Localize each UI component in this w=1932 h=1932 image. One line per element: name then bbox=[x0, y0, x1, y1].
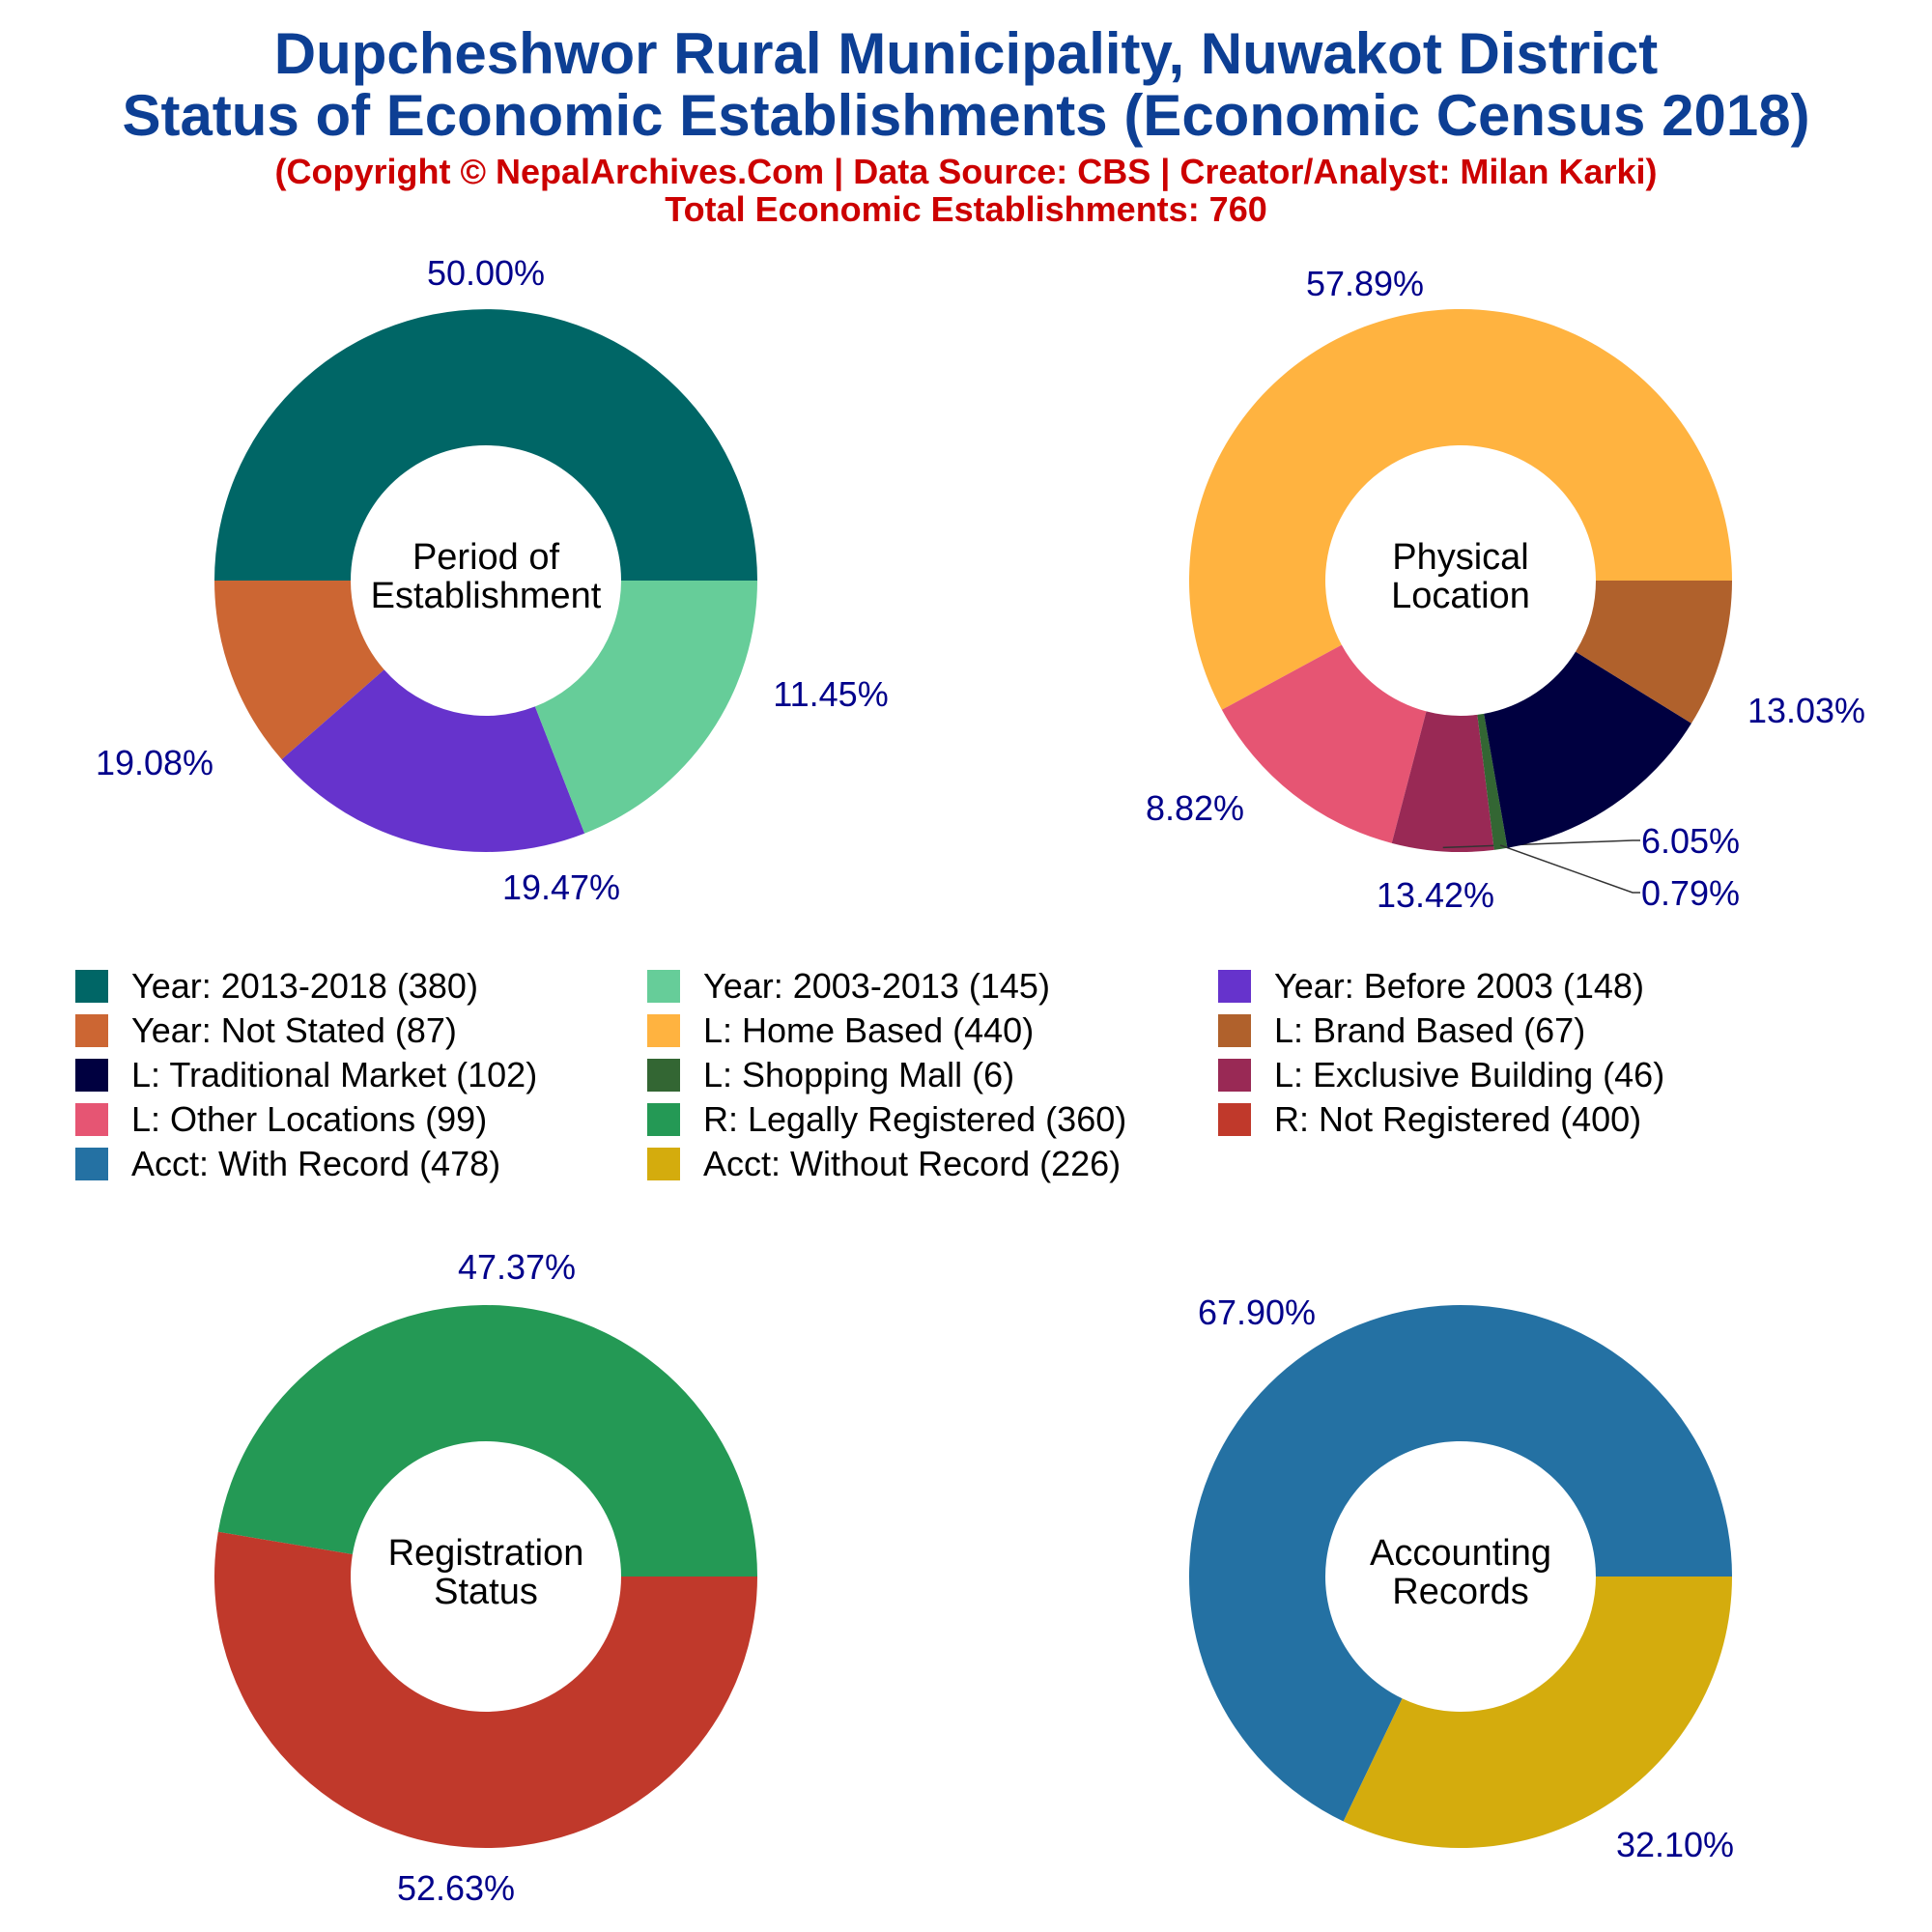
percent-label: 8.82% bbox=[1146, 788, 1244, 828]
legend-label: R: Legally Registered (360) bbox=[703, 1099, 1127, 1139]
percent-label: 0.79% bbox=[1641, 873, 1740, 913]
donut-center-title: Physical bbox=[1392, 537, 1529, 578]
legend-swatch bbox=[647, 1059, 680, 1092]
legend-label: L: Exclusive Building (46) bbox=[1274, 1055, 1665, 1094]
donut-slice bbox=[1188, 308, 1733, 710]
legend-swatch bbox=[75, 1059, 108, 1092]
legend-swatch bbox=[647, 1148, 680, 1180]
percent-label: 47.37% bbox=[458, 1247, 576, 1287]
donut-slice bbox=[214, 1531, 757, 1848]
percent-label: 50.00% bbox=[427, 253, 545, 293]
legend-item: Year: Not Stated (87) bbox=[75, 1010, 457, 1051]
legend-item: Year: 2003-2013 (145) bbox=[647, 966, 1050, 1007]
legend-swatch bbox=[75, 1103, 108, 1136]
legend-item: R: Legally Registered (360) bbox=[647, 1099, 1126, 1140]
donut-center-title: Records bbox=[1392, 1572, 1529, 1612]
donut-slice bbox=[1576, 581, 1732, 724]
percent-label: 57.89% bbox=[1306, 264, 1424, 303]
total-establishments: Total Economic Establishments: 760 bbox=[665, 189, 1267, 229]
legend-label: L: Home Based (440) bbox=[703, 1010, 1035, 1050]
legend-label: L: Other Locations (99) bbox=[131, 1099, 488, 1139]
donut-slice bbox=[1221, 644, 1427, 843]
donut-slice bbox=[214, 581, 384, 760]
legend-item: Acct: Without Record (226) bbox=[647, 1144, 1121, 1184]
legend-label: Year: 2013-2018 (380) bbox=[131, 966, 478, 1006]
legend-item: Acct: With Record (478) bbox=[75, 1144, 500, 1184]
chart-title-line2: Status of Economic Establishments (Econo… bbox=[122, 83, 1810, 148]
percent-label: 13.03% bbox=[1747, 691, 1865, 730]
legend-label: Year: 2003-2013 (145) bbox=[703, 966, 1050, 1006]
leader-line bbox=[1499, 844, 1640, 894]
donut-slice bbox=[1189, 1305, 1732, 1822]
legend-label: L: Brand Based (67) bbox=[1274, 1010, 1586, 1050]
legend-swatch bbox=[75, 970, 108, 1003]
legend-item: R: Not Registered (400) bbox=[1218, 1099, 1641, 1140]
legend-swatch bbox=[75, 1148, 108, 1180]
legend-item: L: Other Locations (99) bbox=[75, 1099, 487, 1140]
donut-slice bbox=[1484, 651, 1691, 848]
legend-label: Acct: With Record (478) bbox=[131, 1144, 501, 1183]
legend-label: L: Shopping Mall (6) bbox=[703, 1055, 1015, 1094]
legend-item: Year: Before 2003 (148) bbox=[1218, 966, 1644, 1007]
legend-item: L: Brand Based (67) bbox=[1218, 1010, 1585, 1051]
legend-item: L: Shopping Mall (6) bbox=[647, 1055, 1014, 1095]
legend-label: L: Traditional Market (102) bbox=[131, 1055, 538, 1094]
donut-slice bbox=[1477, 713, 1508, 850]
donut-slice bbox=[281, 669, 585, 852]
legend-item: L: Traditional Market (102) bbox=[75, 1055, 537, 1095]
percent-label: 67.90% bbox=[1198, 1293, 1316, 1332]
copyright-subtitle: (Copyright © NepalArchives.Com | Data So… bbox=[274, 152, 1658, 191]
percent-label: 11.45% bbox=[773, 674, 888, 714]
legend-label: R: Not Registered (400) bbox=[1274, 1099, 1642, 1139]
donut-slice bbox=[1391, 711, 1494, 853]
legend-item: L: Exclusive Building (46) bbox=[1218, 1055, 1664, 1095]
percent-label: 52.63% bbox=[397, 1868, 515, 1908]
donut-slice bbox=[534, 581, 757, 834]
legend-swatch bbox=[647, 1103, 680, 1136]
percent-label: 6.05% bbox=[1641, 821, 1740, 861]
percent-label: 19.47% bbox=[502, 867, 620, 907]
legend-swatch bbox=[1218, 1059, 1251, 1092]
legend-swatch bbox=[1218, 970, 1251, 1003]
chart-title-line1: Dupcheshwor Rural Municipality, Nuwakot … bbox=[273, 21, 1659, 86]
percent-label: 19.08% bbox=[96, 743, 213, 782]
legend-item: Year: 2013-2018 (380) bbox=[75, 966, 478, 1007]
legend-swatch bbox=[1218, 1014, 1251, 1047]
donut-center-title: Status bbox=[434, 1572, 538, 1612]
donut-center-title: Establishment bbox=[371, 576, 602, 616]
legend-item: L: Home Based (440) bbox=[647, 1010, 1034, 1051]
legend-swatch bbox=[647, 1014, 680, 1047]
legend-swatch bbox=[1218, 1103, 1251, 1136]
donut-center-title: Accounting bbox=[1370, 1533, 1551, 1574]
legend-swatch bbox=[75, 1014, 108, 1047]
legend-swatch bbox=[647, 970, 680, 1003]
donut-center-title: Period of bbox=[412, 537, 560, 578]
donut-slice bbox=[1343, 1577, 1732, 1849]
percent-label: 32.10% bbox=[1616, 1825, 1734, 1864]
donut-slice bbox=[214, 309, 757, 581]
donut-center-title: Location bbox=[1391, 576, 1530, 616]
legend-label: Year: Before 2003 (148) bbox=[1274, 966, 1644, 1006]
percent-label: 13.42% bbox=[1377, 875, 1494, 915]
legend-label: Acct: Without Record (226) bbox=[703, 1144, 1122, 1183]
donut-slice bbox=[217, 1305, 758, 1577]
donut-center-title: Registration bbox=[388, 1533, 584, 1574]
legend-label: Year: Not Stated (87) bbox=[131, 1010, 457, 1050]
